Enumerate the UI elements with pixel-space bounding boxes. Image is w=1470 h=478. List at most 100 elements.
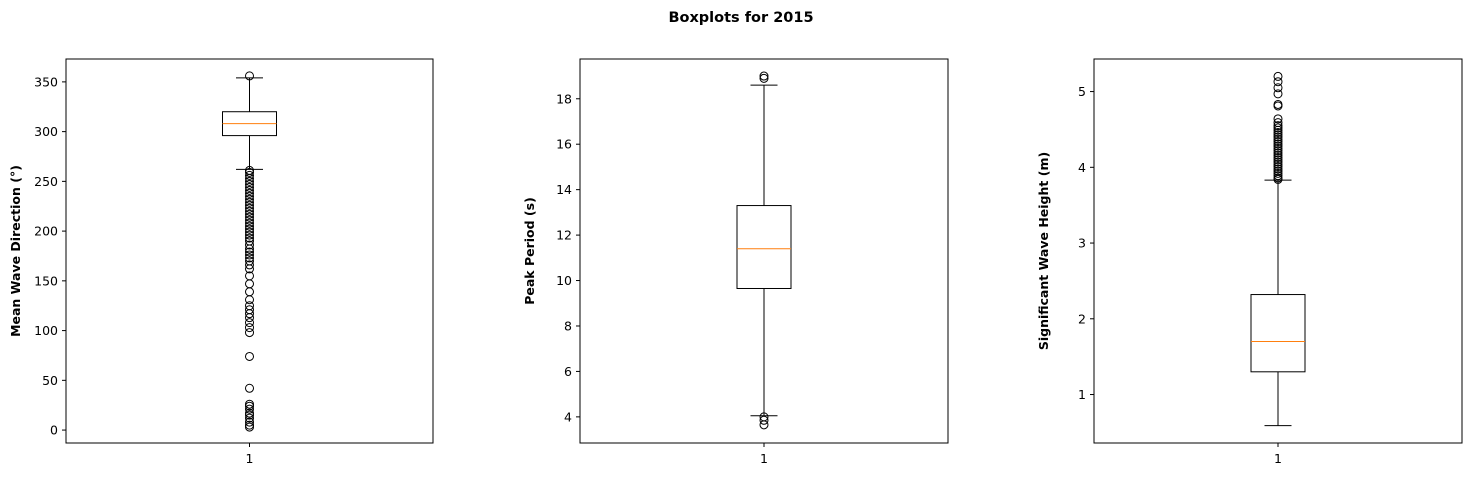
outlier-point <box>1273 127 1283 137</box>
outlier-point <box>1273 168 1283 178</box>
outlier-point <box>245 287 254 297</box>
subplot-3: 1 2 3 4 5 1 Significant Wave Height (m) <box>1036 58 1463 466</box>
y-tick-label: 4 <box>1078 160 1086 175</box>
y-tick-label: 150 <box>34 273 58 288</box>
outlier-point <box>245 260 254 270</box>
outlier-point <box>245 318 254 328</box>
outlier-point <box>1273 152 1283 162</box>
outlier-point <box>1273 139 1283 149</box>
y-tick-label: 8 <box>564 318 572 333</box>
y-tick-label: 18 <box>556 91 572 106</box>
y-tick-label: 4 <box>564 409 572 424</box>
outlier-point <box>245 173 254 183</box>
outlier-point <box>759 73 769 83</box>
outlier-point <box>1273 101 1283 111</box>
outlier-point <box>245 323 254 333</box>
outlier-point <box>245 244 254 254</box>
outlier-point <box>245 191 254 201</box>
y-axis-label: Mean Wave Direction (°) <box>8 165 23 337</box>
outlier-point <box>759 420 769 430</box>
outlier-point <box>245 422 254 432</box>
iqr-box <box>736 205 792 289</box>
outlier-point <box>245 230 254 240</box>
y-tick-label: 16 <box>556 137 572 152</box>
y-tick-label: 250 <box>34 174 58 189</box>
outlier-point <box>1273 174 1283 184</box>
outlier-point <box>245 417 254 427</box>
y-tick-label: 0 <box>50 423 58 438</box>
y-tick-label: 300 <box>34 124 58 139</box>
outlier-point <box>1273 121 1283 131</box>
outlier-point <box>1273 171 1283 181</box>
outlier-point <box>1273 83 1283 93</box>
outlier-point <box>1273 137 1283 147</box>
y-tick-label: 200 <box>34 224 58 239</box>
outlier-point <box>245 401 254 411</box>
y-tick-label: 3 <box>1078 236 1086 251</box>
outlier-point <box>245 185 254 195</box>
outlier-point <box>245 313 254 323</box>
subplot-2: 4 6 8 10 12 14 16 18 1 Peak Period (s) <box>522 58 949 466</box>
x-tick-label: 1 <box>1274 451 1282 466</box>
outlier-point <box>245 295 254 305</box>
outlier-point <box>1273 89 1283 99</box>
outlier-point <box>245 71 254 81</box>
outlier-point <box>245 197 254 207</box>
y-tick-label: 50 <box>42 373 58 388</box>
outlier-point <box>1273 148 1283 158</box>
outlier-point <box>1273 146 1283 156</box>
outlier-point <box>245 167 254 177</box>
subplot-1: 0 50 100 150 200 250 300 350 1 Mean Wave Directio… <box>8 58 434 466</box>
outlier-point <box>1273 77 1283 87</box>
y-tick-label: 350 <box>34 74 58 89</box>
outlier-point <box>245 253 254 263</box>
outlier-point <box>245 203 254 213</box>
outlier-point <box>245 200 254 210</box>
outlier-point <box>245 194 254 204</box>
outlier-point <box>1273 130 1283 140</box>
y-tick-label: 5 <box>1078 84 1086 99</box>
outlier-point <box>245 309 254 319</box>
y-tick-label: 2 <box>1078 311 1086 326</box>
outlier-point <box>1273 162 1283 172</box>
outlier-point <box>1273 134 1283 144</box>
outlier-point <box>245 413 254 423</box>
outlier-point <box>1273 159 1283 169</box>
iqr-box <box>1250 294 1306 373</box>
outlier-point <box>245 279 254 289</box>
outlier-point <box>245 351 254 361</box>
outlier-point <box>1273 123 1283 133</box>
outlier-point <box>245 247 254 257</box>
y-tick-label: 12 <box>556 228 572 243</box>
outlier-point <box>1273 155 1283 165</box>
outlier-point <box>245 233 254 243</box>
outlier-point <box>1273 71 1283 81</box>
outlier-point <box>1273 164 1283 174</box>
outlier-point <box>245 212 254 222</box>
outlier-point <box>759 415 769 425</box>
outlier-point <box>245 328 254 338</box>
outlier-point <box>245 383 254 393</box>
outlier-point <box>245 170 254 180</box>
y-tick-label: 100 <box>34 323 58 338</box>
outlier-point <box>245 206 254 216</box>
outlier-point <box>1273 114 1283 124</box>
outlier-point <box>1273 157 1283 167</box>
y-tick-label: 1 <box>1078 387 1086 402</box>
x-tick-label: 1 <box>760 451 768 466</box>
outlier-point <box>1273 125 1283 135</box>
outlier-point <box>245 250 254 260</box>
outlier-point <box>245 240 254 250</box>
outlier-point <box>1273 132 1283 142</box>
x-tick-label: 1 <box>246 451 254 466</box>
y-axis-label: Peak Period (s) <box>522 197 537 305</box>
outlier-point <box>245 179 254 189</box>
y-tick-label: 10 <box>556 273 572 288</box>
outlier-point <box>245 224 254 234</box>
outlier-point <box>759 71 769 81</box>
outlier-point <box>245 188 254 198</box>
outlier-point <box>245 215 254 225</box>
outlier-point <box>1273 150 1283 160</box>
y-tick-label: 6 <box>564 364 572 379</box>
